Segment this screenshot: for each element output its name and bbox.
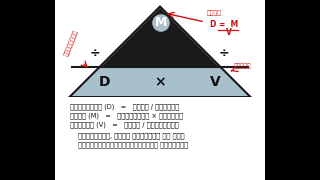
Polygon shape [72, 8, 248, 96]
Text: அடர்த்தி: அடர்த்தி [64, 29, 79, 57]
Text: நிறை: நிறை [207, 10, 222, 16]
Text: ÷: ÷ [90, 48, 100, 60]
Text: கணளவு: கணளவு [234, 63, 252, 69]
Text: கணகளவு (V)   =   நிறை / கடர்த்தி: கணகளவு (V) = நிறை / கடர்த்தி [70, 121, 179, 128]
Text: ×: × [154, 75, 166, 89]
Bar [55, 0, 265, 180]
Text: V: V [210, 75, 220, 89]
Text: ÷: ÷ [219, 48, 229, 60]
Polygon shape [68, 5, 252, 97]
Polygon shape [101, 8, 219, 67]
Text: ஆகியவற்றுக்கிடையேயான தொடர்பு: ஆகியவற்றுக்கிடையேயான தொடர்பு [78, 141, 188, 148]
Text: V: V [226, 28, 232, 37]
Text: M: M [155, 17, 167, 30]
Text: கடர்த்தி (D)   =   நிறை / கணகளவு: கடர்த்தி (D) = நிறை / கணகளவு [70, 103, 179, 110]
Text: நிறை (M)   =   கடர்த்தி × கணகளவு: நிறை (M) = கடர்த்தி × கணகளவு [70, 112, 183, 119]
Text: D: D [99, 75, 111, 89]
Text: கடர்த்தி, நிறை மற்றும் கண ளவு: கடர்த்தி, நிறை மற்றும் கண ளவு [78, 132, 185, 139]
Text: D =  M: D = M [210, 20, 238, 29]
